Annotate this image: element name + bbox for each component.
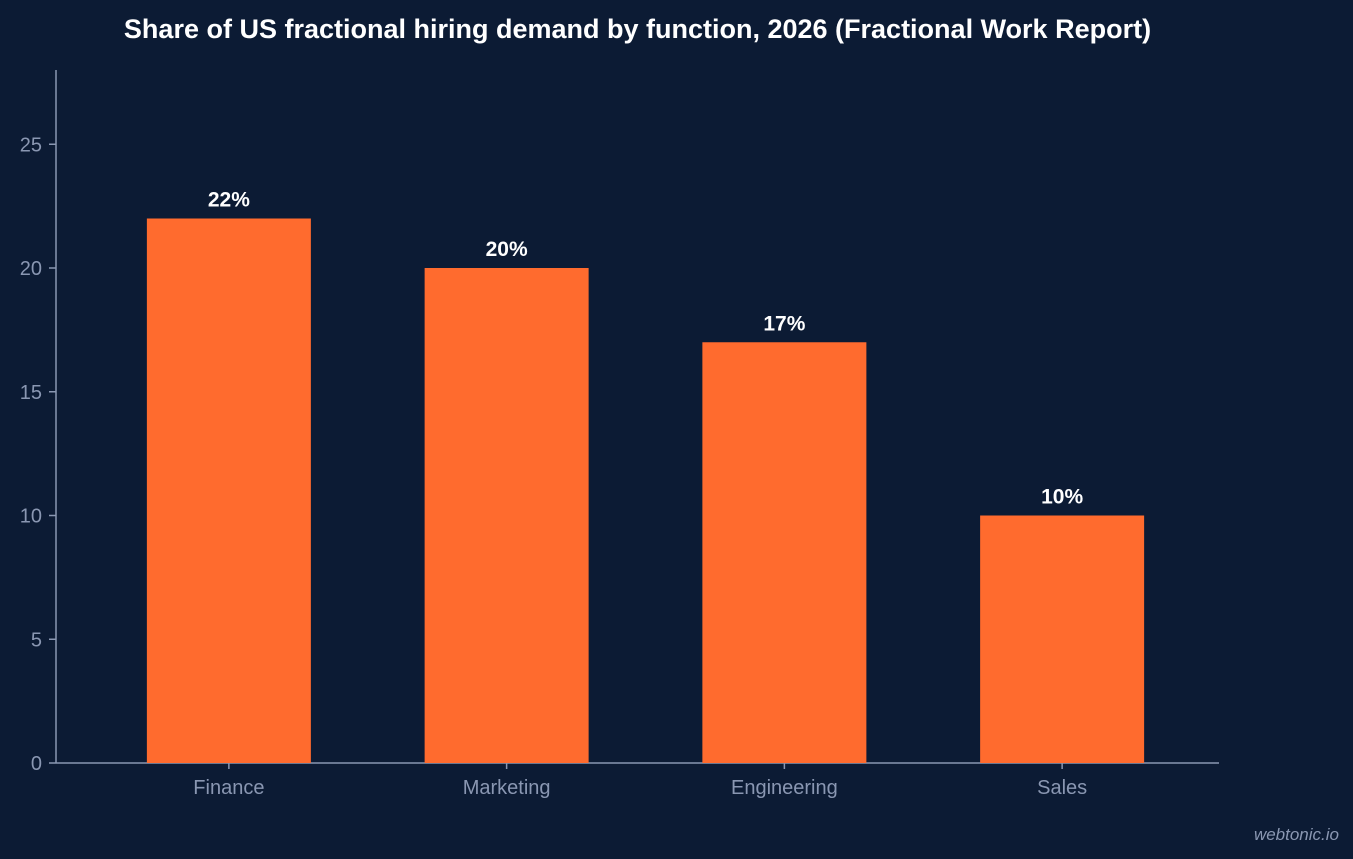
- bar-sales: [980, 515, 1145, 763]
- bar-value-label: 17%: [763, 312, 805, 335]
- y-tick-label: 25: [20, 134, 42, 156]
- chart-title: Share of US fractional hiring demand by …: [123, 14, 1152, 44]
- bar-value-label: 22%: [208, 189, 250, 212]
- x-axis-ticks: Finance Marketing Engineering Sales: [193, 763, 1087, 799]
- bar-engineering: [702, 342, 867, 763]
- bar-marketing: [424, 268, 589, 763]
- y-tick-label: 10: [20, 506, 42, 528]
- y-axis-ticks: 0 5 10 15 20 25: [20, 134, 56, 775]
- x-tick-label: Finance: [193, 777, 264, 799]
- x-tick-label: Sales: [1037, 777, 1087, 799]
- y-tick-label: 20: [20, 258, 42, 280]
- bar-value-label: 10%: [1041, 486, 1083, 509]
- y-tick-label: 5: [31, 629, 42, 651]
- bars: 22% 20% 17% 10%: [146, 189, 1145, 763]
- watermark: webtonic.io: [1253, 825, 1339, 844]
- x-tick-label: Marketing: [463, 777, 551, 799]
- bar-value-label: 20%: [486, 238, 528, 261]
- y-tick-label: 0: [31, 753, 42, 775]
- bar-finance: [146, 218, 311, 763]
- x-tick-label: Engineering: [731, 777, 838, 799]
- y-tick-label: 15: [20, 382, 42, 404]
